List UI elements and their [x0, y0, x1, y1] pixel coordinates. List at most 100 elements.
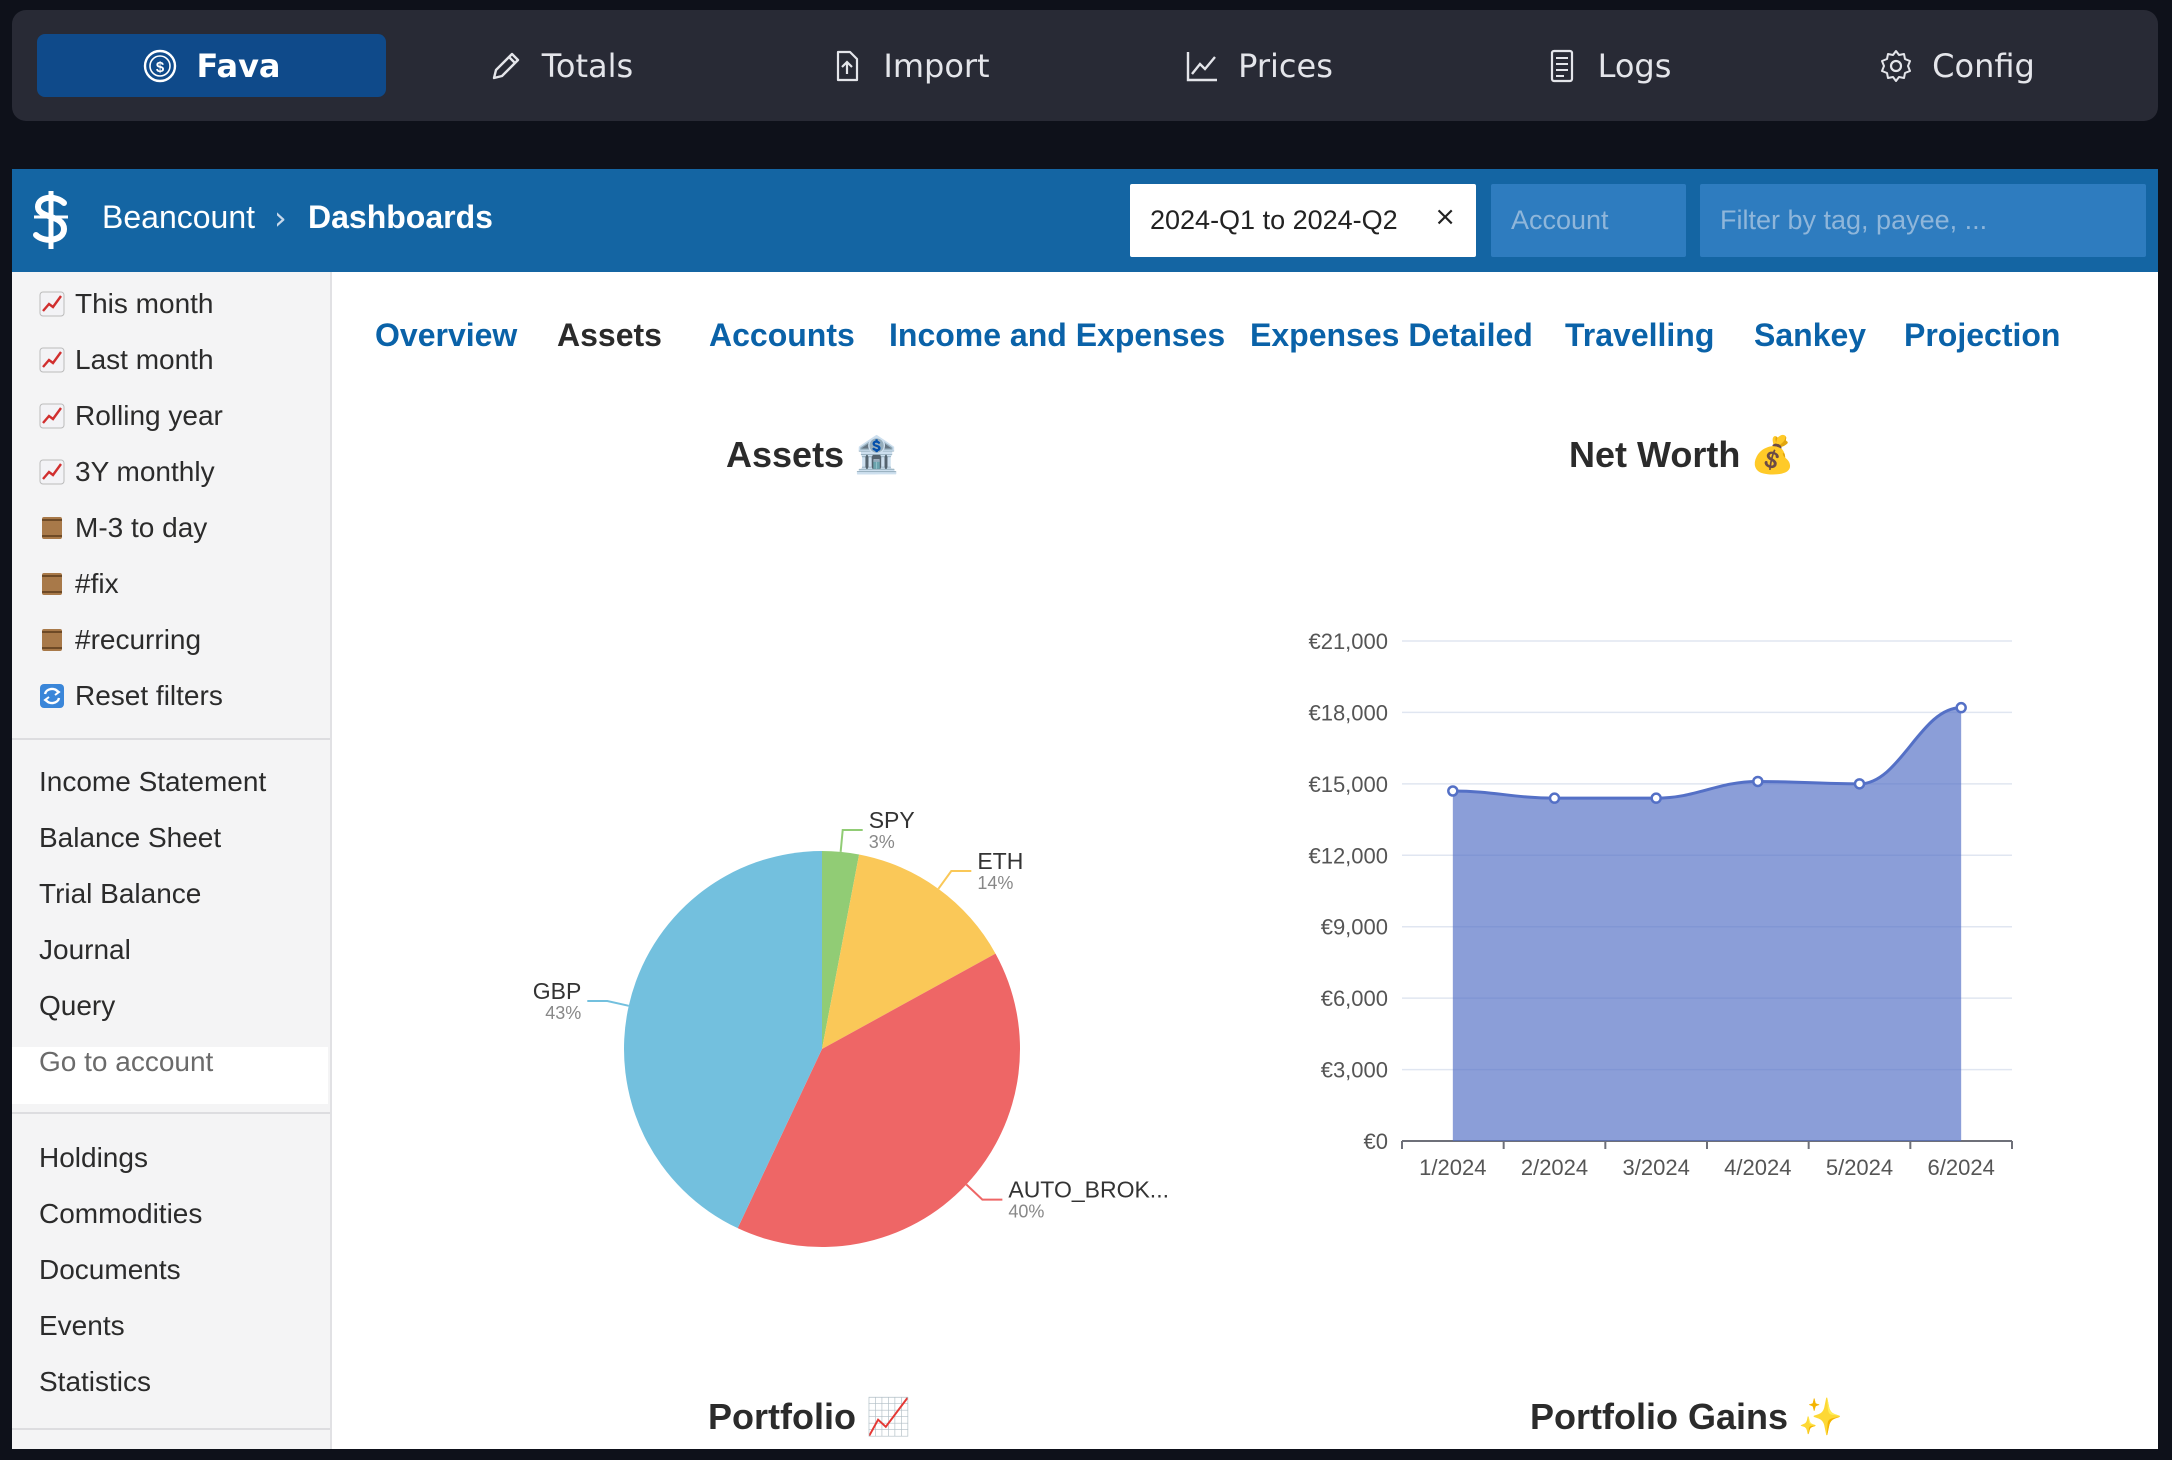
pie-percent-label: 14%	[977, 873, 1013, 893]
tag-filter-input[interactable]: Filter by tag, payee, ...	[1700, 184, 2146, 257]
sidebar-item-label: Trial Balance	[39, 878, 202, 909]
y-tick-label: €9,000	[1321, 915, 1388, 940]
tab-fava[interactable]: $ Fava	[37, 34, 386, 97]
y-tick-label: €15,000	[1308, 772, 1388, 797]
sidebar-item-query[interactable]: Query	[39, 986, 115, 1026]
beancount-logo-icon[interactable]	[26, 189, 76, 251]
tab-overview[interactable]: Overview	[375, 317, 518, 353]
tab-totals-label: Totals	[541, 46, 634, 85]
tab-config[interactable]: Config	[1782, 34, 2131, 97]
chart-increasing-emoji-icon	[39, 403, 65, 429]
tab-totals[interactable]: Totals	[386, 34, 735, 97]
sidebar-item-reset-filters[interactable]: Reset filters	[39, 676, 223, 716]
account-filter-input[interactable]: Account	[1491, 184, 1686, 257]
go-to-account-input[interactable]: Go to account	[39, 1042, 213, 1082]
pie-slice-gbp[interactable]	[624, 851, 822, 1229]
sidebar-item-balance-sheet[interactable]: Balance Sheet	[39, 818, 221, 858]
tab-assets[interactable]: Assets	[557, 317, 662, 353]
pie-percent-label: 3%	[869, 832, 895, 852]
sidebar-item-label: #fix	[75, 568, 119, 599]
tab-prices[interactable]: Prices	[1084, 34, 1433, 97]
sidebar-item-rolling-year[interactable]: Rolling year	[39, 396, 223, 436]
sidebar-item-label: Statistics	[39, 1366, 152, 1397]
document-icon	[1550, 49, 1573, 82]
pie-label: ETH	[977, 848, 1023, 874]
net-worth-point[interactable]	[1955, 701, 1967, 714]
assets-chart-title: Assets 🏦	[726, 434, 899, 475]
sidebar-item-label: Events	[39, 1310, 125, 1341]
time-filter-value: 2024-Q1 to 2024-Q2	[1150, 205, 1398, 235]
sidebar-item-3y-monthly[interactable]: 3Y monthly	[39, 452, 215, 492]
portfolio-gains-chart-title: Portfolio Gains ✨	[1530, 1396, 1843, 1437]
sidebar-item-this-month[interactable]: This month	[39, 284, 214, 324]
pie-slice-eth[interactable]	[822, 854, 996, 1049]
pie-label-line	[965, 1183, 1003, 1201]
x-tick-label: 2/2024	[1521, 1155, 1588, 1180]
sidebar-item-trial-balance[interactable]: Trial Balance	[39, 874, 201, 914]
net-worth-chart-title: Net Worth 💰	[1569, 434, 1796, 475]
y-tick-label: €18,000	[1308, 700, 1388, 725]
sidebar-item-label: Holdings	[39, 1142, 148, 1173]
sidebar-item-last-month[interactable]: Last month	[39, 340, 214, 380]
repeat-emoji-icon	[39, 683, 65, 709]
chart-line-icon	[1186, 51, 1218, 81]
sidebar-item-label: M-3 to day	[75, 512, 208, 543]
scroll-emoji-icon	[39, 627, 65, 653]
chart-increasing-emoji-icon	[39, 347, 65, 373]
tab-travelling[interactable]: Travelling	[1565, 317, 1715, 353]
tag-filter-placeholder: Filter by tag, payee, ...	[1720, 205, 1988, 235]
sidebar-item-m3-to-day[interactable]: M-3 to day	[39, 508, 207, 548]
sidebar-item-label: Reset filters	[75, 680, 223, 711]
net-worth-point[interactable]	[1548, 792, 1561, 804]
sidebar-item-label: Income Statement	[39, 766, 267, 797]
tab-import[interactable]: Import	[735, 34, 1084, 97]
y-tick-label: €21,000	[1308, 629, 1388, 654]
tab-sankey[interactable]: Sankey	[1754, 317, 1867, 353]
sidebar-item-journal[interactable]: Journal	[39, 930, 131, 970]
sidebar-item-documents[interactable]: Documents	[39, 1250, 181, 1290]
y-tick-label: €3,000	[1321, 1058, 1388, 1083]
tab-logs[interactable]: Logs	[1433, 34, 1782, 97]
pie-label: GBP	[533, 978, 582, 1004]
sidebar-item-fix[interactable]: #fix	[39, 564, 119, 604]
sidebar-divider	[12, 1112, 330, 1114]
sidebar-divider	[12, 738, 330, 740]
breadcrumb-root[interactable]: Beancount	[102, 199, 256, 235]
chart-increasing-emoji-icon	[39, 459, 65, 485]
sidebar-item-commodities[interactable]: Commodities	[39, 1194, 202, 1234]
breadcrumb-separator: ›	[274, 199, 287, 237]
tab-projection[interactable]: Projection	[1904, 317, 2061, 353]
sidebar-item-recurring[interactable]: #recurring	[39, 620, 201, 660]
sidebar-item-label: Documents	[39, 1254, 181, 1285]
tab-income-and-expenses[interactable]: Income and Expenses	[889, 317, 1226, 353]
time-filter-input[interactable]: 2024-Q1 to 2024-Q2 ×	[1130, 184, 1476, 257]
header-bar: Beancount › Dashboards 2024-Q1 to 2024-Q…	[12, 169, 2158, 272]
sidebar-item-income-statement[interactable]: Income Statement	[39, 762, 266, 802]
sidebar-item-label: #recurring	[75, 624, 202, 655]
tab-accounts[interactable]: Accounts	[709, 317, 855, 353]
net-worth-point[interactable]	[1650, 792, 1662, 804]
sidebar-item-statistics[interactable]: Statistics	[39, 1362, 151, 1402]
sidebar-divider	[12, 1428, 330, 1430]
sidebar-item-label: This month	[75, 288, 214, 319]
go-to-account-background	[12, 1047, 328, 1104]
x-tick-label: 1/2024	[1419, 1155, 1486, 1180]
tab-expenses-detailed[interactable]: Expenses Detailed	[1250, 317, 1533, 353]
y-tick-label: €12,000	[1308, 843, 1388, 868]
net-worth-point[interactable]	[1853, 778, 1866, 790]
net-worth-point[interactable]	[1447, 785, 1459, 797]
pie-slice-auto-brok-[interactable]	[737, 953, 1021, 1247]
fava-window: Beancount › Dashboards 2024-Q1 to 2024-Q…	[12, 169, 2158, 1449]
sidebar-item-holdings[interactable]: Holdings	[39, 1138, 148, 1178]
sidebar: This month Last month Rolling year 3Y mo…	[12, 272, 332, 1449]
pie-label-line	[937, 870, 972, 890]
sidebar-item-label: Last month	[75, 344, 214, 375]
chart-increasing-emoji-icon	[39, 291, 65, 317]
sidebar-item-label: 3Y monthly	[75, 456, 215, 487]
page-title: Dashboards	[308, 199, 493, 235]
net-worth-point[interactable]	[1752, 775, 1764, 788]
pie-slice-spy[interactable]	[822, 851, 860, 1049]
clear-time-filter-icon[interactable]: ×	[1434, 202, 1456, 232]
sidebar-item-events[interactable]: Events	[39, 1306, 125, 1346]
